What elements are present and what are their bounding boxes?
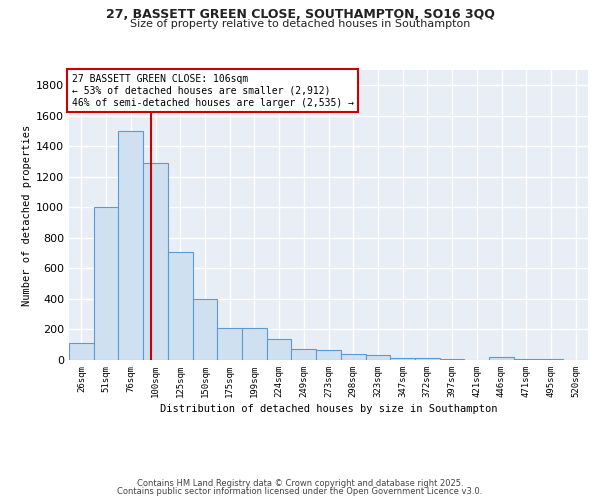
Text: 27 BASSETT GREEN CLOSE: 106sqm
← 53% of detached houses are smaller (2,912)
46% : 27 BASSETT GREEN CLOSE: 106sqm ← 53% of … <box>71 74 353 108</box>
Bar <box>292 350 316 360</box>
Bar <box>168 252 193 360</box>
Bar <box>118 131 143 360</box>
Text: Size of property relative to detached houses in Southampton: Size of property relative to detached ho… <box>130 19 470 29</box>
Bar <box>415 358 440 360</box>
Bar <box>143 163 168 360</box>
Text: Contains HM Land Registry data © Crown copyright and database right 2025.: Contains HM Land Registry data © Crown c… <box>137 478 463 488</box>
X-axis label: Distribution of detached houses by size in Southampton: Distribution of detached houses by size … <box>160 404 497 414</box>
Bar <box>365 356 390 360</box>
Bar <box>242 328 267 360</box>
Bar <box>440 359 464 360</box>
Bar <box>193 299 217 360</box>
Bar <box>489 357 514 360</box>
Text: Contains public sector information licensed under the Open Government Licence v3: Contains public sector information licen… <box>118 487 482 496</box>
Bar <box>316 350 341 360</box>
Bar <box>390 358 415 360</box>
Bar <box>69 343 94 360</box>
Bar <box>539 359 563 360</box>
Bar <box>217 328 242 360</box>
Bar <box>94 208 118 360</box>
Y-axis label: Number of detached properties: Number of detached properties <box>22 124 32 306</box>
Text: 27, BASSETT GREEN CLOSE, SOUTHAMPTON, SO16 3QQ: 27, BASSETT GREEN CLOSE, SOUTHAMPTON, SO… <box>106 8 494 20</box>
Bar <box>514 359 539 360</box>
Bar <box>267 340 292 360</box>
Bar <box>341 354 365 360</box>
